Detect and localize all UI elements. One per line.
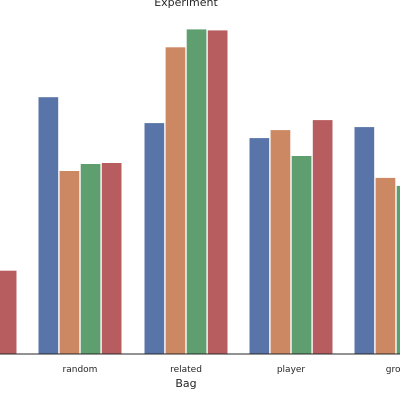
bar-cat0-series-4: [0, 269, 18, 355]
bar-player-series-4: [311, 119, 334, 355]
x-tick-label-related: related: [170, 365, 202, 375]
bar-grou-series-2: [374, 177, 397, 355]
bar-related-series-1: [143, 122, 166, 355]
x-tick-label-random: random: [63, 365, 98, 375]
x-tick-label-player: player: [277, 365, 306, 375]
x-tick-label-grou: grou: [386, 365, 400, 375]
bar-related-series-3: [185, 28, 208, 355]
bar-random-series-3: [79, 163, 102, 355]
bar-random-series-2: [58, 170, 81, 355]
x-ticks-group: random related player grou: [63, 365, 400, 375]
bar-related-series-2: [164, 46, 187, 355]
bar-grou-series-1: [353, 126, 376, 355]
x-axis-label: Bag: [175, 377, 196, 390]
bar-related-series-4: [206, 29, 229, 355]
bar-random-series-4: [101, 162, 123, 355]
bar-player-series-1: [248, 137, 271, 355]
bar-random-series-1: [37, 96, 59, 355]
bars-group: [0, 28, 400, 355]
chart-title: Experiment: [154, 0, 218, 9]
bar-player-series-2: [269, 129, 292, 355]
bar-player-series-3: [290, 155, 313, 355]
bar-grou-series-3: [395, 185, 400, 355]
